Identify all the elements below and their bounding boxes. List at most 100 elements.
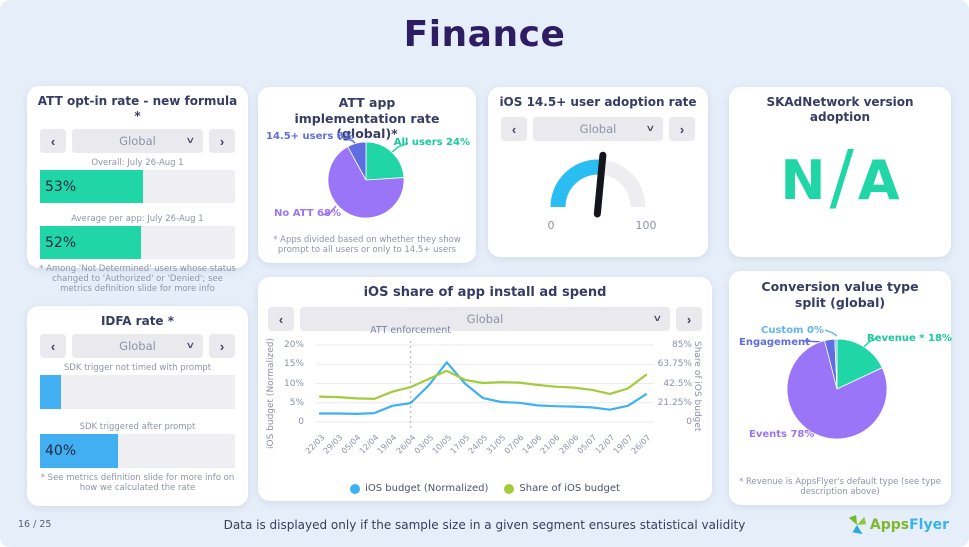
region-dropdown[interactable]: Global ∨ <box>72 129 203 153</box>
card-idfa-rate: IDFA rate * ‹ Global ∨ › SDK trigger not… <box>27 306 248 506</box>
region-dropdown[interactable]: Global ∨ <box>300 307 670 332</box>
next-button[interactable]: › <box>209 334 235 358</box>
bar-group-sdk-not-timed: SDK trigger not timed with prompt <box>40 363 235 409</box>
right-axis-title: Share of iOS budget <box>692 341 702 432</box>
card-skadnetwork-adoption: SKAdNetwork version adoption N / A <box>729 87 951 257</box>
card-att-opt-in-rate: ATT opt-in rate - new formula * ‹ Global… <box>27 86 248 294</box>
na-text: N <box>780 148 826 212</box>
region-dropdown[interactable]: Global ∨ <box>533 117 663 141</box>
series-ios-budget-normalized <box>318 361 648 416</box>
axis-tick: 0 <box>686 417 692 427</box>
axis-tick: 20% <box>283 340 304 350</box>
segment-selector: ‹ Global ∨ › <box>268 307 702 332</box>
bar-track <box>40 375 235 409</box>
pie-label-revenue: Revenue * 18% <box>867 333 952 344</box>
adoption-gauge-chart <box>550 151 646 218</box>
footer-note: Data is displayed only if the sample siz… <box>223 518 746 532</box>
pie-slice-custom <box>834 338 838 390</box>
pie-label-145-users: 14.5+ users 8% <box>266 131 354 142</box>
leader-line <box>390 142 409 154</box>
axis-tick: 15% <box>283 359 304 370</box>
next-button[interactable]: › <box>209 129 235 153</box>
region-dropdown[interactable]: Global ∨ <box>72 334 203 358</box>
series-share-of-ios-budget <box>318 369 648 401</box>
axis-tick: 5% <box>289 397 304 408</box>
pie-slice-all-users <box>365 141 405 181</box>
next-button[interactable]: › <box>676 307 702 332</box>
pie-label-custom: Custom 0% <box>761 325 824 336</box>
dropdown-value: Global <box>119 339 156 353</box>
chevron-right-icon: › <box>219 133 225 149</box>
bar-value-label: 53% <box>45 178 77 195</box>
chevron-right-icon: › <box>686 311 692 327</box>
bar-track: 53% <box>40 170 235 203</box>
prev-button[interactable]: ‹ <box>501 117 527 141</box>
bar-label: Average per app: July 26-Aug 1 <box>71 214 204 224</box>
bar-group-overall: Overall: July 26-Aug 1 53% <box>40 158 235 203</box>
pie-slice-14-5-users <box>347 141 367 181</box>
card-footnote: * Revenue is AppsFlyer's default type (s… <box>739 476 941 497</box>
bar-fill <box>40 375 62 409</box>
chevron-down-icon: ∨ <box>185 341 196 351</box>
next-button[interactable]: › <box>669 117 695 141</box>
card-att-implementation-rate: ATT app implementation rate (global)* 14… <box>258 87 476 263</box>
axis-tick: 42.5% <box>663 378 692 389</box>
legend-label: Share of iOS budget <box>519 483 620 494</box>
pie-label-all-users: All users 24% <box>393 137 470 148</box>
page-number: 16 / 25 <box>18 519 52 530</box>
card-title: Conversion value type split (global) <box>761 279 919 310</box>
appsflyer-logo-icon <box>848 515 866 535</box>
gauge-value-arc <box>550 159 603 208</box>
axis-tick: 0 <box>298 417 304 427</box>
card-title: IDFA rate * <box>100 314 175 328</box>
annotation-label: ATT enforcement <box>370 325 451 336</box>
bar-fill: 53% <box>40 170 144 203</box>
card-conversion-value-split: Conversion value type split (global) Cus… <box>729 271 952 505</box>
legend-dot <box>350 483 361 494</box>
page-title: Finance <box>403 14 566 55</box>
pie-slice-revenue <box>836 338 883 390</box>
na-value: N / A <box>729 117 951 243</box>
leader-line <box>824 329 838 337</box>
pie-slice-events <box>786 340 888 440</box>
chevron-down-icon: ∨ <box>652 314 663 325</box>
prev-button[interactable]: ‹ <box>268 307 294 332</box>
pie-label-no-att: No ATT 68% <box>274 208 341 219</box>
legend-item: iOS budget (Normalized) <box>350 483 488 494</box>
card-footnote: * Apps divided based on whether they sho… <box>273 234 461 255</box>
prev-button[interactable]: ‹ <box>40 334 66 358</box>
segment-selector: ‹ Global ∨ › <box>40 334 235 358</box>
chevron-down-icon: ∨ <box>185 136 196 146</box>
card-ios-adoption-rate: iOS 14.5+ user adoption rate ‹ Global ∨ … <box>488 87 708 257</box>
chart-legend: iOS budget (Normalized) Share of iOS budg… <box>258 483 712 494</box>
dropdown-value: Global <box>119 134 156 148</box>
appsflyer-logo: AppsFlyer <box>847 515 949 535</box>
axis-tick: 85% <box>671 340 692 350</box>
logo-wordmark: AppsFlyer <box>869 517 949 533</box>
legend-dot <box>504 483 515 494</box>
bar-fill: 40% <box>40 434 118 468</box>
gauge-max-label: 100 <box>635 219 657 232</box>
bar-fill: 52% <box>40 226 142 259</box>
left-axis-ticks: 20% 15% 10% 5% 0 <box>270 339 304 434</box>
na-text: / <box>829 135 854 220</box>
bar-label: SDK trigger not timed with prompt <box>63 363 212 373</box>
bar-value-label: 52% <box>45 234 77 251</box>
card-footnote: * Among 'Not Determined' users whose sta… <box>39 264 236 295</box>
card-title: ATT app implementation rate (global)* <box>294 95 440 142</box>
prev-button[interactable]: ‹ <box>40 129 66 153</box>
pie-label-events: Events 78% <box>749 429 815 440</box>
bar-track: 52% <box>40 226 235 259</box>
conversion-pie-chart <box>786 329 888 440</box>
x-axis-labels: 22/03 29/03 05/04 12/04 19/04 26/04 03/05 10/05… <box>304 427 658 467</box>
dropdown-value: Global <box>579 122 617 136</box>
ad-spend-line-chart <box>316 341 654 431</box>
chevron-left-icon: ‹ <box>50 338 56 354</box>
chevron-down-icon: ∨ <box>645 124 656 134</box>
legend-label: iOS budget (Normalized) <box>365 483 489 494</box>
legend-item: Share of iOS budget <box>504 483 620 494</box>
chevron-right-icon: › <box>679 121 685 137</box>
na-text: A <box>857 148 900 212</box>
bar-group-sdk-after-prompt: SDK triggered after prompt 40% <box>40 422 235 468</box>
